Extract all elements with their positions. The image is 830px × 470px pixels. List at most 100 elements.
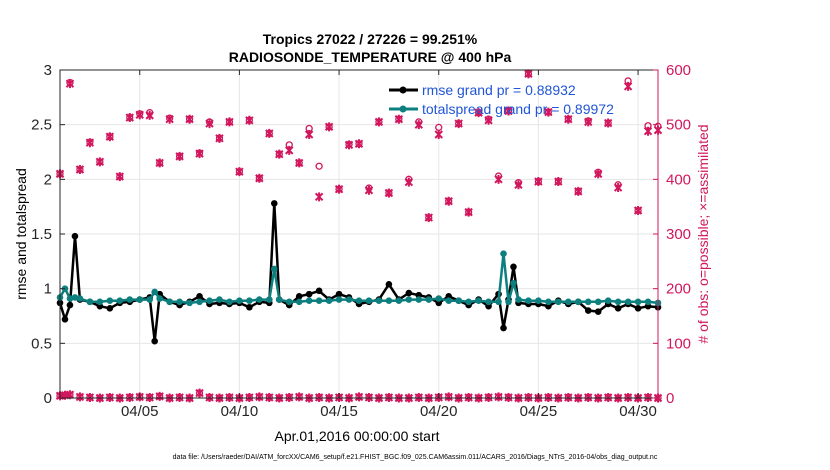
right-y-tick-label: 500 [666, 117, 691, 134]
obs-assimilated-point-top [444, 196, 453, 206]
totalspread-point [375, 297, 383, 304]
obs-assimilated-point-top [484, 115, 493, 125]
obs-assimilated-point-bottom [384, 392, 394, 402]
legend-totalspread-marker [399, 105, 407, 113]
obs-assimilated-point-bottom [245, 392, 254, 402]
totalspread-point [106, 297, 114, 304]
totalspread-point [71, 294, 79, 301]
left-y-tick-label: 2 [44, 171, 52, 188]
obs-assimilated-point-bottom [524, 392, 533, 402]
totalspread-point [425, 296, 433, 303]
totalspread-point [156, 295, 163, 302]
totalspread-point [216, 296, 223, 303]
obs-assimilated-point-top [394, 114, 404, 124]
obs-assimilated-point-top [304, 130, 314, 140]
obs-assimilated-point-bottom [484, 392, 493, 402]
totalspread-point [505, 298, 512, 306]
obs-assimilated-point-bottom [225, 392, 234, 402]
x-tick-label: 04/05 [121, 403, 159, 420]
totalspread-point [266, 296, 273, 303]
obs-assimilated-point-top [544, 107, 553, 117]
obs-assimilated-point-top [504, 106, 513, 116]
obs-assimilated-point-bottom [155, 391, 164, 401]
obs-assimilated-point-top [145, 110, 154, 120]
rmse-point [106, 305, 114, 312]
totalspread-point [236, 297, 243, 304]
rmse-point [246, 303, 253, 311]
obs-assimilated-point-bottom [265, 392, 274, 402]
obs-assimilated-point-bottom [464, 392, 473, 402]
totalspread-point [365, 297, 373, 304]
totalspread-point [126, 296, 134, 303]
obs-assimilated-point-top [643, 126, 653, 136]
totalspread-point [415, 296, 423, 303]
obs-possible-point-top [315, 162, 323, 170]
totalspread-point [186, 299, 193, 307]
obs-assimilated-point-bottom [584, 392, 593, 402]
obs-assimilated-point-top [205, 119, 214, 129]
legend: rmse grand pr = 0.88932 totalspread gran… [389, 82, 614, 117]
obs-assimilated-point-bottom [603, 392, 613, 402]
totalspread-point [515, 296, 522, 303]
obs-assimilated-point-bottom [285, 392, 294, 402]
obs-assimilated-point-top [215, 133, 224, 143]
left-y-tick-label: 0.5 [31, 335, 52, 352]
obs-assimilated-point-bottom [195, 388, 204, 398]
totalspread-point [166, 298, 173, 306]
totalspread-point [614, 298, 622, 306]
obs-assimilated-point-top [424, 213, 433, 223]
obs-assimilated-point-top [454, 119, 463, 129]
totalspread-point [270, 265, 278, 273]
totalspread-point [555, 298, 562, 306]
obs-assimilated-point-top [85, 138, 95, 148]
obs-assimilated-point-top [255, 173, 264, 183]
data-file-footnote: data file: /Users/raeder/DAI/ATM_forcXX/… [173, 454, 658, 461]
obs-assimilated-point-top [324, 122, 334, 132]
x-tick-label: 04/25 [520, 403, 558, 420]
left-y-tick-label: 1 [44, 281, 52, 298]
obs-assimilated-point-bottom [354, 392, 364, 402]
obs-assimilated-point-top [584, 117, 593, 127]
obs-assimilated-point-top [115, 172, 125, 182]
chart-title-line-1: Tropics 27022 / 27226 = 99.251% [263, 31, 478, 47]
obs-assimilated-point-top [384, 188, 394, 198]
totalspread-point [644, 298, 652, 306]
totalspread-point [305, 297, 313, 304]
rmse-point [270, 200, 278, 207]
totalspread-point [395, 297, 403, 304]
obs-assimilated-point-bottom [205, 392, 214, 402]
totalspread-point [335, 296, 343, 303]
totalspread-point [604, 297, 612, 304]
totalspread-point [96, 298, 104, 306]
obs-assimilated-point-bottom [85, 392, 95, 402]
obs-assimilated-point-top [613, 183, 623, 193]
totalspread-point [445, 297, 453, 304]
totalspread-point [246, 297, 253, 304]
right-y-tick-label: 600 [666, 62, 691, 79]
totalspread-point [176, 298, 183, 306]
rmse-point [61, 315, 69, 323]
obs-assimilated-point-bottom [504, 392, 513, 402]
obs-assimilated-point-top [334, 184, 344, 194]
left-y-axis-label: rmse and totalspread [13, 168, 29, 300]
obs-assimilated-point-top [414, 120, 424, 130]
right-y-axis-label: # of obs: o=possible; ×=assimilated [695, 124, 711, 343]
legend-rmse-label: rmse grand pr = 0.88932 [422, 82, 576, 98]
obs-assimilated-point-bottom [364, 392, 374, 402]
left-y-tick-label: 3 [44, 62, 52, 79]
obs-assimilated-point-bottom [255, 392, 264, 402]
right-y-tick-label: 0 [666, 390, 674, 407]
legend-rmse-marker [399, 86, 407, 94]
rmse-point [196, 293, 203, 300]
obs-assimilated-point-top [95, 157, 105, 167]
x-tick-label: 04/20 [420, 403, 458, 420]
totalspread-point [455, 297, 462, 304]
obs-assimilated-point-top [125, 113, 134, 123]
obs-assimilated-point-top [314, 192, 324, 202]
obs-assimilated-point-top [534, 177, 543, 187]
rmse-point [305, 290, 313, 298]
obs-assimilated-point-top [344, 140, 354, 150]
x-tick-label: 04/30 [619, 403, 657, 420]
obs-assimilated-point-top [155, 158, 164, 168]
totalspread-point [136, 296, 144, 303]
